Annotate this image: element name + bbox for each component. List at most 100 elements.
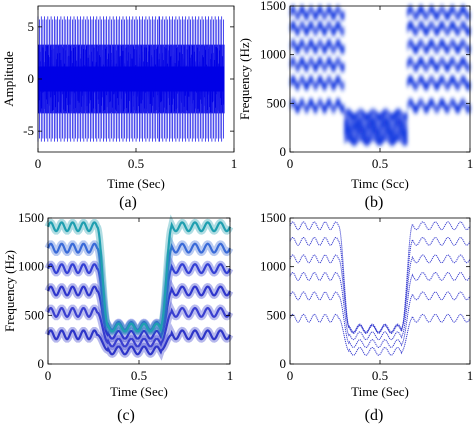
spectrum-cell [335,58,338,67]
spectrum-cell [411,40,413,49]
spectrum-cell [397,108,400,117]
spectrum-cell [377,129,380,138]
spectrum-cell [461,98,464,107]
spectrum-cell [442,76,445,85]
spectrum-cell [327,5,330,14]
spectrum-cell [367,121,369,130]
spectrum-cell [325,44,327,53]
spectrum-cell [327,20,330,29]
spectrum-cell [304,26,306,35]
spectrum-cell [357,134,360,143]
spectrum-cell [320,40,323,49]
spectrum-cell [322,62,324,71]
spectrum-cell [437,11,440,20]
spectrum-cell [326,78,328,87]
spectrum-cell [330,78,332,87]
spectrum-cell [461,5,464,14]
spectrum-cell [428,60,430,69]
spectrum-cell [431,75,433,84]
spectrum-cell [444,44,447,53]
spectrum-cell [397,125,400,134]
spectrum-cell [399,134,402,143]
spectrum-cell [466,28,469,37]
spectrum-cell [394,135,397,144]
spectrum-cell [423,11,426,20]
spectrum-cell [325,104,327,113]
spectrum-cell [453,99,455,108]
spectrum-cell [422,101,425,110]
spectrum-cell [456,46,458,55]
spectrum-cell [312,60,314,69]
spectrum-cell [309,20,312,29]
spectrum-cell [315,105,317,114]
spectrum-cell [388,135,390,144]
spectrum-cell [362,135,365,144]
spectrum-cell [411,22,413,31]
spectrum-cell [456,82,458,91]
spectrum-cell [384,132,387,141]
spectrum-cell [350,111,352,120]
panel-d-xtick-label: 1 [467,368,474,383]
spectrum-cell [345,134,347,143]
spectrum-cell [419,20,422,29]
spectrum-cell [300,56,303,65]
spectrum-cell [371,117,373,126]
spectrum-cell [467,105,470,114]
spectrum-cell [420,56,423,65]
spectrum-cell [332,105,334,114]
spectrum-cell [461,75,464,84]
spectrum-cell [380,112,383,121]
panel-a-ytick-label: -5 [23,123,34,138]
panel-a-caption: (a) [119,194,137,211]
spectrum-cell [389,120,391,129]
spectrum-cell [296,82,298,91]
spectrum-cell [293,6,296,15]
spectrum-cell [335,8,337,17]
spectrum-cell [462,75,465,84]
spectrum-cell [443,24,446,33]
spectrum-cell [328,75,331,84]
spectrum-cell [292,75,295,84]
spectrum-cell [328,5,331,14]
spectrum-cell [465,26,468,35]
spectrum-cell [290,22,293,31]
spectrum-cell [430,5,432,14]
spectrum-cell [465,11,468,20]
spectrum-cell [433,101,435,110]
spectrum-cell [372,132,374,141]
spectrum-cell [290,24,292,33]
spectrum-cell [324,82,326,91]
spectrum-cell [400,111,403,120]
spectrum-cell [428,101,430,110]
spectrum-cell [392,121,394,130]
spectrum-cell [355,128,358,137]
spectrum-cell [416,26,419,35]
spectrum-cell [457,28,460,37]
spectrum-cell [416,11,419,20]
spectrum-cell [467,28,470,37]
spectrum-cell [429,99,431,108]
spectrum-cell [393,112,395,121]
spectrum-cell [374,134,377,143]
spectrum-cell [339,101,341,110]
spectrum-cell [295,104,297,113]
spectrum-cell [438,60,441,69]
spectrum-cell [425,105,428,114]
spectrum-cell [336,75,339,84]
spectrum-cell [303,60,305,69]
spectrum-cell [397,117,400,126]
spectrum-cell [391,137,393,146]
spectrum-cell [360,108,363,117]
spectrum-cell [405,120,408,129]
spectrum-cell [302,76,305,85]
spectrum-cell [381,111,384,120]
spectrum-cell [422,24,425,33]
spectrum-cell [409,98,411,107]
spectrum-cell [417,8,420,17]
spectrum-cell [305,64,307,73]
spectrum-cell [333,28,335,37]
spectrum-cell [322,11,324,20]
spectrum-cell [409,20,411,29]
spectrum-cell [439,40,442,49]
spectrum-cell [317,8,319,17]
